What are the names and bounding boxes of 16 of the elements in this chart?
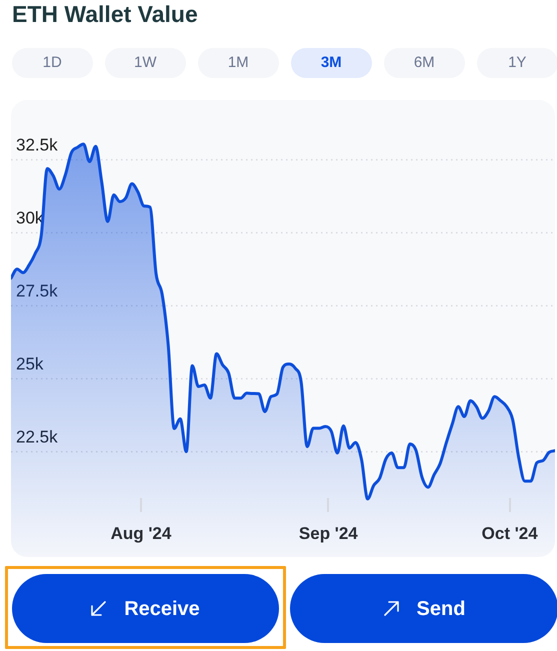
pill-button: 1D xyxy=(12,48,93,78)
pill-button: 1M xyxy=(198,48,279,78)
x-tick-label: Aug '24 xyxy=(110,524,172,543)
y-tick-label: 32.5k xyxy=(16,136,58,155)
x-tick-label: Oct '24 xyxy=(482,524,538,543)
y-tick-label: 25k xyxy=(16,354,44,374)
pill-button: 3M xyxy=(290,48,372,78)
y-tick-label: 22.5k xyxy=(16,428,58,447)
pill-button: 6M xyxy=(384,48,465,78)
x-tick-label: Sep '24 xyxy=(298,524,358,543)
pill-button: 1W xyxy=(104,48,186,78)
chart-title: ETH Wallet Value xyxy=(12,1,198,28)
pill-button: 1Y xyxy=(476,48,557,78)
y-tick-label: 27.5k xyxy=(16,282,58,301)
button: Send xyxy=(290,574,557,643)
button: Receive xyxy=(12,574,278,643)
